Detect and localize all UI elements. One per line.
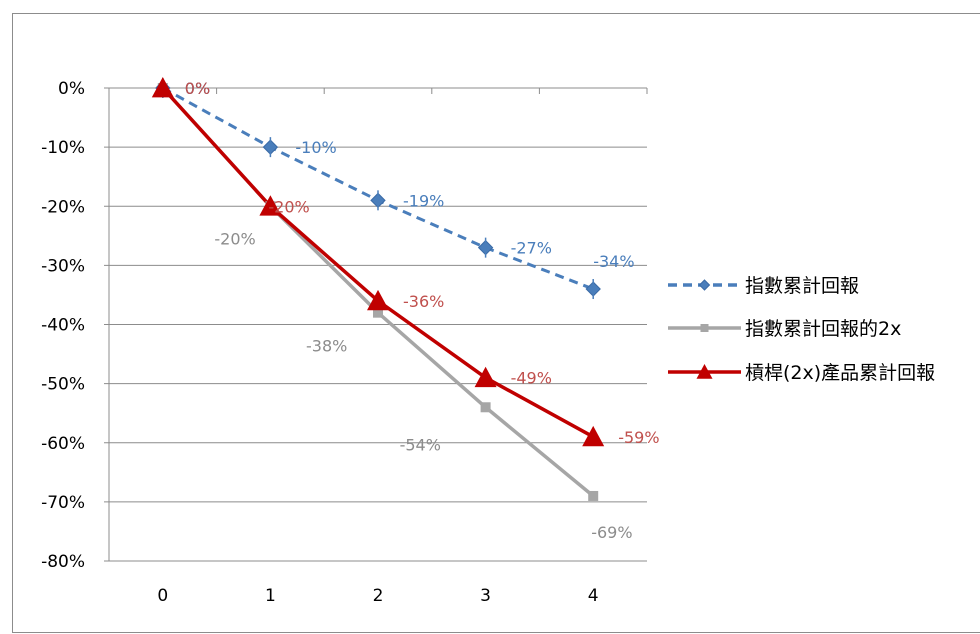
- data-labels: 0%-20%-38%-54%-69%0%-10%-19%-27%-34%0%-2…: [185, 79, 660, 542]
- data-label: -34%: [593, 252, 634, 271]
- chart-frame: 0% -10% -20% -30% -40% -50% -60% -70% -80% 0 1 2 3 4…: [12, 13, 980, 633]
- data-label: -59%: [618, 428, 659, 447]
- y-tick-label: -40%: [41, 316, 85, 336]
- data-label: -19%: [403, 191, 444, 210]
- series-markers: [151, 77, 605, 501]
- data-label: -20%: [214, 229, 255, 248]
- x-tick-label: 0: [157, 586, 168, 606]
- data-label: -54%: [400, 435, 441, 454]
- data-label: -20%: [268, 197, 309, 216]
- data-label: -36%: [403, 292, 444, 311]
- data-point: [151, 77, 174, 98]
- data-point: [259, 195, 282, 216]
- data-point: [582, 425, 605, 447]
- data-label: -27%: [511, 239, 552, 258]
- data-label: -38%: [306, 337, 347, 356]
- data-point: [588, 490, 599, 501]
- legend-label: 指數累計回報: [745, 275, 859, 297]
- data-label: 0%: [185, 79, 210, 98]
- legend-marker: [700, 324, 709, 332]
- y-tick-label: -30%: [41, 256, 85, 276]
- y-tick-label: -50%: [41, 375, 85, 395]
- series-line: [162, 86, 594, 291]
- legend-label: 指數累計回報的2x: [745, 318, 901, 340]
- data-label: -69%: [591, 523, 632, 542]
- data-point: [373, 307, 383, 318]
- x-axis-ticks: 0 1 2 3 4: [157, 586, 598, 606]
- legend-marker: [696, 364, 713, 379]
- y-axis-ticks: 0% -10% -20% -30% -40% -50% -60% -70% -80%: [41, 79, 109, 572]
- y-tick-label: -20%: [41, 197, 85, 217]
- x-tick-label: 3: [480, 586, 491, 606]
- y-tick-label: -80%: [41, 552, 85, 572]
- data-label: -10%: [295, 138, 336, 157]
- data-label: -49%: [511, 369, 552, 388]
- x-tick-label: 2: [373, 586, 384, 606]
- data-label: 0%: [185, 79, 210, 98]
- legend-label: 槓桿(2x)產品累計回報: [745, 362, 935, 384]
- line-chart: 0% -10% -20% -30% -40% -50% -60% -70% -80% 0 1 2 3 4…: [41, 77, 935, 606]
- legend-marker: [698, 279, 711, 291]
- y-tick-label: -70%: [41, 493, 85, 513]
- data-point: [480, 402, 491, 413]
- data-point: [367, 289, 389, 311]
- data-point: [474, 366, 497, 388]
- x-tick-label: 1: [265, 586, 276, 606]
- y-tick-label: -60%: [41, 434, 85, 454]
- gridlines: [109, 146, 647, 562]
- y-tick-label: -10%: [41, 138, 85, 158]
- x-tick-label: 4: [588, 586, 599, 606]
- y-tick-label: 0%: [58, 79, 85, 99]
- data-label: 0%: [185, 79, 210, 98]
